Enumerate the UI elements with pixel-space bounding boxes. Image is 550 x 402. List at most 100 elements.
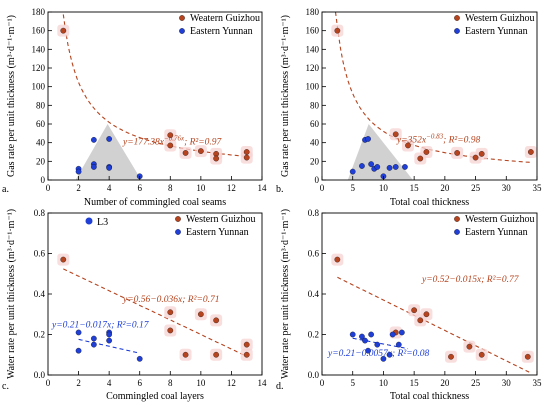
y-tick-label: 0.0 [308,370,320,380]
x-tick-label: 6 [137,378,142,388]
west-point [454,150,460,156]
x-tick-label: 0 [320,183,325,193]
y-tick-label: 0 [41,175,46,185]
x-tick-label: 8 [168,183,173,193]
east-point [386,165,393,171]
west-point [182,351,189,358]
panel-label: b. [276,184,284,195]
west-point [243,154,250,161]
west-point [213,351,219,358]
fit-equation-label: y=352x−0.83; R²=0.98 [396,133,481,146]
west-point [472,154,479,161]
west-point [478,351,485,358]
west-point [423,149,430,155]
y-axis-title: Gas rate per unit thickness (m³·d⁻¹·m⁻¹) [280,15,291,177]
west-point [198,148,204,154]
fit-equation-r2: ; R²=0.98 [443,136,480,146]
x-tick-label: 10 [196,378,206,388]
east-point [365,347,371,354]
y-tick-label: 120 [32,63,46,73]
east-point [395,341,402,348]
y-tick-label: 60 [36,119,46,129]
west-point [524,353,531,360]
fit-equation-prefix: y=177.38x [122,138,165,148]
x-tick-label: 30 [502,183,512,193]
x-tick-label: 10 [379,183,389,193]
y-tick-label: 0.0 [34,370,46,380]
fit-equation-west: y=0.52−0.015x; R²=0.77 [421,275,520,285]
east-point [106,136,112,142]
y-tick-label: 0.2 [34,330,45,340]
y-tick-label: 160 [306,26,320,36]
y-tick-label: 0.4 [308,289,320,299]
x-tick-label: 25 [471,378,481,388]
east-point [106,331,112,338]
fit-line-east [78,338,140,354]
east-point [392,164,399,170]
y-tick-label: 140 [306,44,320,54]
west-point [167,142,174,149]
y-tick-label: 0.6 [308,249,320,259]
legend-marker-east [175,229,181,235]
west-point [198,311,204,318]
x-tick-label: 5 [350,183,355,193]
west-point [243,149,250,155]
fit-line-west [337,276,532,374]
x-tick-label: 15 [410,183,420,193]
legend-marker-west [179,15,185,21]
west-point [466,343,473,350]
west-point [417,317,424,324]
legend-label-east: Eastern Yunnan [465,26,528,37]
east-point [91,137,97,143]
x-tick-label: 2 [76,378,81,388]
x-tick-label: 14 [258,378,268,388]
y-tick-label: 100 [306,82,320,92]
fit-equation-prefix: y=352x [396,136,427,146]
fit-equation-exponent: −0.83 [426,133,443,141]
west-point [405,142,411,149]
east-point [386,351,393,358]
panel-label: c. [2,381,9,392]
x-tick-label: 30 [502,378,512,388]
x-tick-label: 35 [533,378,543,388]
x-axis-title: Commingled coal layers [106,391,204,402]
legend-marker-east [454,229,460,235]
y-tick-label: 100 [32,82,46,92]
west-point [417,155,424,162]
x-tick-label: 25 [471,183,481,193]
y-tick-label: 60 [310,119,320,129]
x-tick-label: 4 [107,183,112,193]
y-tick-label: 0.8 [308,208,320,218]
x-tick-label: 20 [440,378,450,388]
x-axis-title: Total coal thickness [390,391,469,402]
y-tick-label: 20 [36,156,46,166]
east-point [75,168,82,175]
x-tick-label: 15 [410,378,420,388]
panel-c-water-vs-layers: 0 2 4 6 8 10 12 14 0.0 0.2 0.4 0.6 0.8 Commingled coa… [2,208,267,402]
legend-label-west: Weatern Guizhou [190,13,260,24]
west-point [60,27,67,34]
east-point [349,168,356,175]
y-tick-label: 0.2 [308,330,319,340]
east-point [359,163,365,169]
east-point [374,164,381,170]
fit-line-east [352,337,409,350]
x-tick-label: 12 [227,183,236,193]
y-tick-label: 0.8 [34,208,46,218]
east-point [75,329,82,336]
y-tick-label: 80 [310,100,320,110]
west-point [243,351,250,358]
x-tick-label: 35 [533,183,543,193]
west-point [334,27,341,34]
plot-frame [47,11,263,181]
east-point [136,355,143,362]
west-point [182,150,189,156]
legend-label-east: Eastern Yunnan [190,26,253,37]
y-tick-label: 0.6 [34,249,46,259]
legend-marker-extra [85,217,93,225]
east-point [91,341,97,348]
west-point [167,132,174,139]
x-tick-label: 0 [46,378,51,388]
west-point [213,155,219,162]
